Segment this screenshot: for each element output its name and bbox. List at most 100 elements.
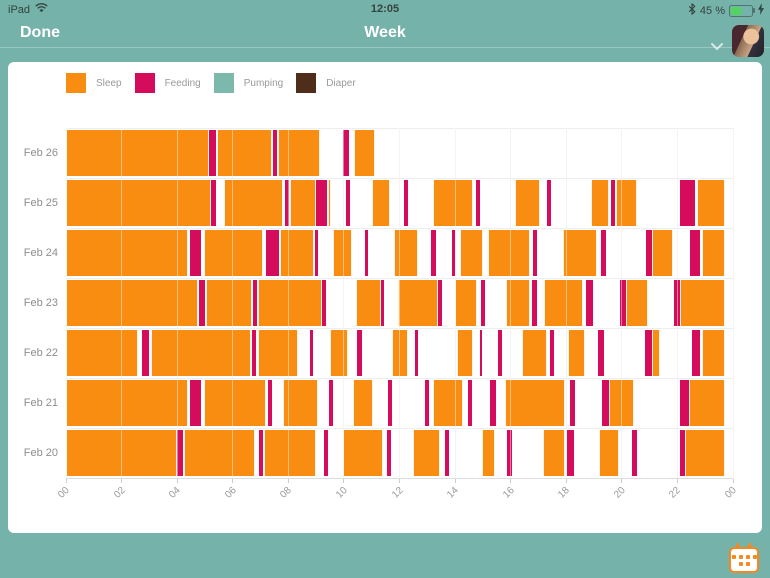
segment-sleep[interactable]: [432, 180, 474, 226]
segment-feeding[interactable]: [479, 330, 482, 376]
segment-feeding[interactable]: [680, 430, 686, 476]
segment-feeding[interactable]: [266, 230, 279, 276]
segment-sleep[interactable]: [66, 280, 198, 326]
segment-feeding[interactable]: [531, 280, 537, 326]
segment-sleep[interactable]: [258, 280, 322, 326]
segment-feeding[interactable]: [259, 430, 264, 476]
segment-sleep[interactable]: [506, 280, 530, 326]
segment-sleep[interactable]: [327, 180, 331, 226]
segment-sleep[interactable]: [184, 430, 255, 476]
segment-sleep[interactable]: [289, 180, 317, 226]
segment-feeding[interactable]: [602, 380, 609, 426]
segment-feeding[interactable]: [690, 230, 700, 276]
segment-feeding[interactable]: [388, 380, 392, 426]
segment-sleep[interactable]: [264, 430, 317, 476]
segment-sleep[interactable]: [66, 430, 178, 476]
segment-sleep[interactable]: [279, 230, 315, 276]
avatar[interactable]: [732, 25, 764, 57]
segment-feeding[interactable]: [498, 330, 502, 376]
segment-sleep[interactable]: [356, 280, 382, 326]
segment-feeding[interactable]: [324, 430, 328, 476]
segment-feeding[interactable]: [532, 230, 538, 276]
segment-feeding[interactable]: [632, 430, 637, 476]
segment-feeding[interactable]: [310, 330, 314, 376]
segment-feeding[interactable]: [480, 280, 485, 326]
segment-sleep[interactable]: [685, 430, 726, 476]
segment-sleep[interactable]: [568, 330, 586, 376]
segment-sleep[interactable]: [456, 330, 474, 376]
segment-feeding[interactable]: [431, 230, 436, 276]
segment-sleep[interactable]: [257, 330, 299, 376]
segment-feeding[interactable]: [199, 280, 205, 326]
segment-feeding[interactable]: [444, 430, 449, 476]
segment-sleep[interactable]: [66, 230, 189, 276]
segment-feeding[interactable]: [691, 330, 700, 376]
segment-sleep[interactable]: [432, 380, 463, 426]
segment-sleep[interactable]: [343, 430, 384, 476]
segment-sleep[interactable]: [66, 180, 211, 226]
segment-sleep[interactable]: [371, 180, 390, 226]
segment-sleep[interactable]: [505, 380, 566, 426]
segment-sleep[interactable]: [591, 180, 610, 226]
segment-feeding[interactable]: [177, 430, 183, 476]
segment-feeding[interactable]: [673, 280, 681, 326]
segment-sleep[interactable]: [608, 380, 634, 426]
segment-sleep[interactable]: [66, 330, 139, 376]
segment-sleep[interactable]: [651, 230, 674, 276]
segment-feeding[interactable]: [346, 180, 351, 226]
segment-feeding[interactable]: [364, 230, 369, 276]
segment-sleep[interactable]: [353, 380, 373, 426]
segment-sleep[interactable]: [626, 280, 648, 326]
segment-sleep[interactable]: [150, 330, 251, 376]
segment-feeding[interactable]: [316, 180, 328, 226]
segment-feeding[interactable]: [586, 280, 594, 326]
segment-feeding[interactable]: [142, 330, 150, 376]
segment-sleep[interactable]: [66, 130, 210, 176]
segment-feeding[interactable]: [189, 230, 201, 276]
segment-sleep[interactable]: [353, 130, 376, 176]
segment-feeding[interactable]: [386, 430, 391, 476]
segment-sleep[interactable]: [398, 280, 439, 326]
segment-feeding[interactable]: [620, 280, 627, 326]
segment-feeding[interactable]: [284, 180, 289, 226]
segment-sleep[interactable]: [282, 380, 319, 426]
segment-feeding[interactable]: [381, 280, 385, 326]
segment-feeding[interactable]: [451, 230, 455, 276]
segment-sleep[interactable]: [217, 130, 273, 176]
segment-sleep[interactable]: [487, 230, 531, 276]
segment-feeding[interactable]: [415, 330, 419, 376]
segment-sleep[interactable]: [598, 430, 619, 476]
segment-sleep[interactable]: [391, 330, 409, 376]
segment-sleep[interactable]: [542, 430, 566, 476]
segment-sleep[interactable]: [688, 380, 726, 426]
segment-feeding[interactable]: [610, 180, 615, 226]
segment-feeding[interactable]: [209, 130, 217, 176]
segment-sleep[interactable]: [460, 230, 483, 276]
segment-feeding[interactable]: [314, 230, 318, 276]
segment-sleep[interactable]: [203, 380, 267, 426]
segment-sleep[interactable]: [514, 180, 540, 226]
segment-feeding[interactable]: [467, 380, 472, 426]
segment-sleep[interactable]: [696, 180, 726, 226]
segment-sleep[interactable]: [278, 130, 321, 176]
segment-feeding[interactable]: [680, 380, 689, 426]
segment-sleep[interactable]: [616, 180, 638, 226]
segment-feeding[interactable]: [273, 130, 278, 176]
segment-feeding[interactable]: [475, 180, 481, 226]
segment-sleep[interactable]: [224, 180, 283, 226]
segment-sleep[interactable]: [332, 230, 353, 276]
segment-feeding[interactable]: [211, 180, 216, 226]
segment-sleep[interactable]: [203, 230, 264, 276]
calendar-button[interactable]: [727, 542, 761, 575]
segment-feeding[interactable]: [321, 280, 326, 326]
segment-sleep[interactable]: [66, 380, 189, 426]
segment-sleep[interactable]: [544, 280, 584, 326]
done-button[interactable]: Done: [20, 24, 60, 41]
segment-sleep[interactable]: [393, 230, 419, 276]
segment-sleep[interactable]: [563, 230, 597, 276]
segment-feeding[interactable]: [342, 130, 350, 176]
segment-feeding[interactable]: [569, 380, 575, 426]
segment-feeding[interactable]: [253, 280, 258, 326]
segment-sleep[interactable]: [701, 330, 726, 376]
segment-sleep[interactable]: [481, 430, 496, 476]
